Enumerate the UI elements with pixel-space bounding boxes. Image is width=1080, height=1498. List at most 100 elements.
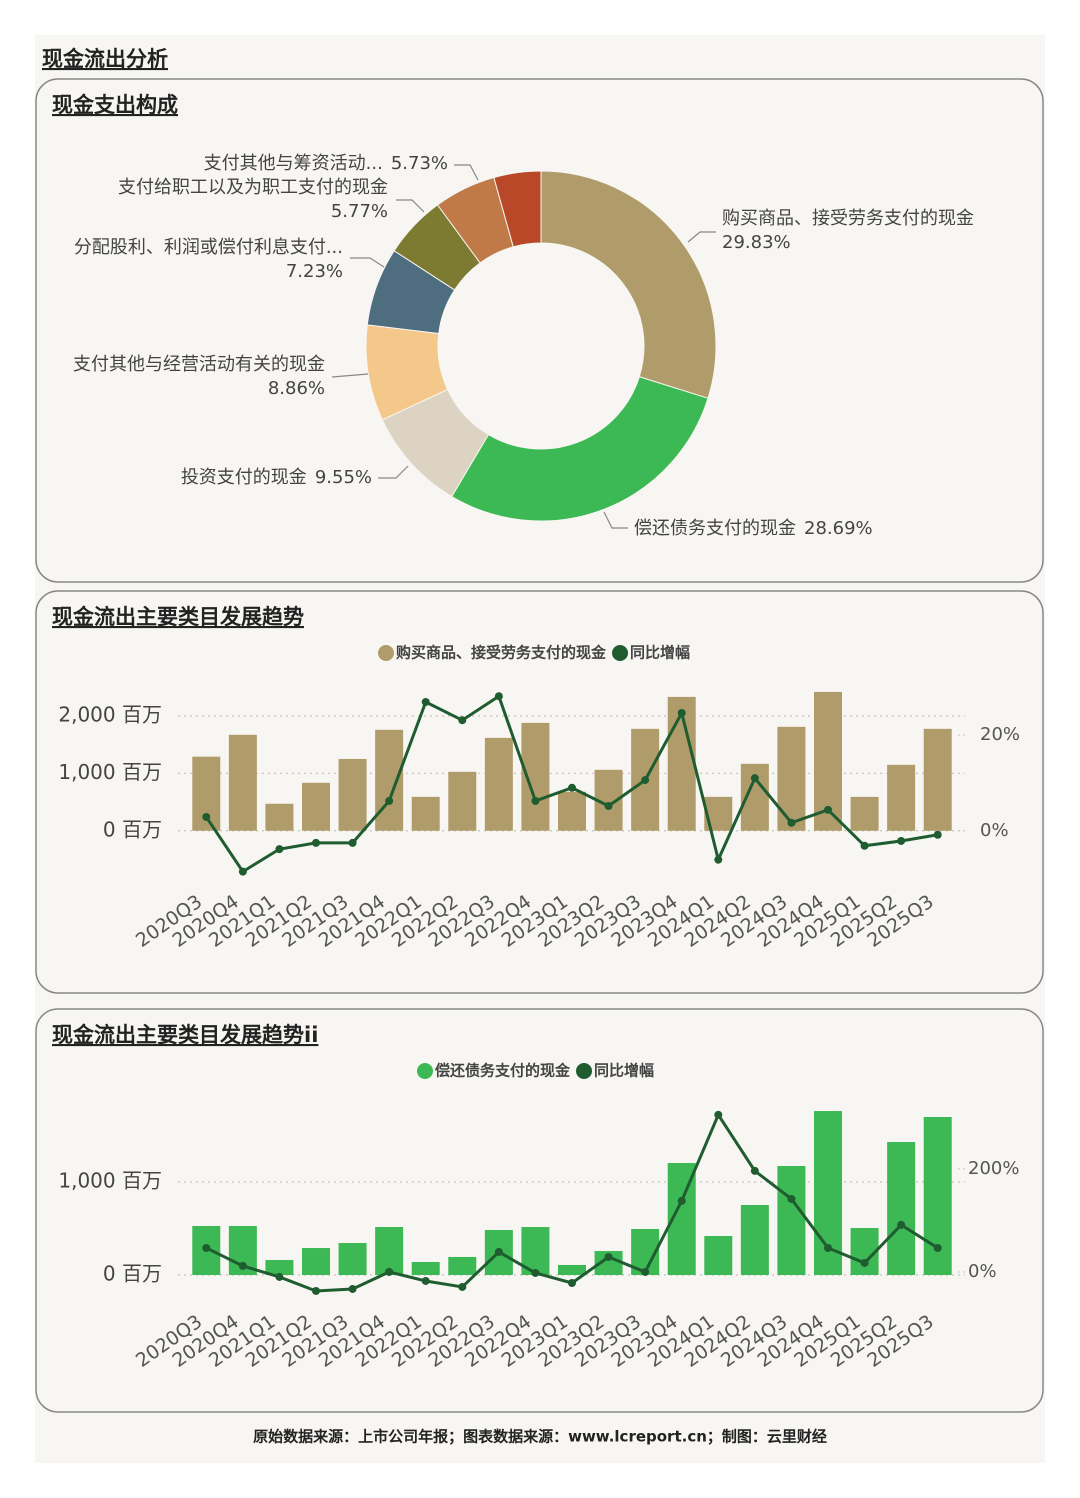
y2-tick-label: 20%: [980, 724, 1020, 745]
legend-label: 偿还债务支付的现金: [435, 1062, 571, 1080]
line-point: [604, 801, 613, 810]
y-tick-label: 1,000 百万: [58, 1169, 162, 1193]
value-label: 8.86%: [268, 378, 325, 399]
line-point: [348, 838, 357, 847]
panel: [35, 590, 1044, 994]
line-point: [824, 805, 832, 814]
line-point: [458, 1282, 467, 1291]
bar: [777, 1166, 806, 1276]
line-point: [494, 1247, 503, 1256]
pie-label: 投资支付的现金 9.55%: [181, 467, 372, 488]
bar: [887, 1142, 916, 1276]
y2-tick-label: 200%: [968, 1158, 1019, 1179]
line-point: [312, 1286, 320, 1295]
bar: [448, 771, 477, 831]
line-point: [714, 855, 723, 864]
bar: [777, 726, 806, 831]
bar: [887, 764, 916, 831]
line-point: [897, 1220, 906, 1229]
line-point: [238, 1261, 247, 1270]
legend-marker: [417, 1063, 433, 1079]
line-point: [568, 1278, 576, 1287]
value-label: 5.77%: [331, 201, 388, 222]
bar: [704, 1236, 733, 1276]
line-point: [531, 1268, 540, 1277]
bar: [265, 803, 294, 831]
bar: [228, 734, 257, 831]
leader-line: [603, 511, 628, 529]
bar: [594, 1251, 623, 1276]
pie-slice: [451, 376, 709, 522]
y-tick-label: 0 百万: [103, 1262, 162, 1286]
value-label: 5.73%: [391, 153, 448, 174]
line-point: [714, 1110, 723, 1119]
bar: [338, 1243, 367, 1276]
line-point: [494, 692, 503, 701]
bar: [484, 737, 513, 831]
legend-marker: [576, 1063, 593, 1079]
pie-slice: [540, 170, 717, 399]
line-point: [275, 845, 284, 854]
leader-line: [378, 465, 409, 479]
category-label: 支付给职工以及为职工支付的现金: [118, 177, 388, 198]
line-point: [421, 1276, 430, 1285]
panel: [35, 78, 1044, 583]
legend-label: 同比增幅: [594, 1062, 654, 1080]
y-tick-label: 2,000 百万: [58, 702, 162, 726]
page-title: 现金流出分析: [42, 47, 168, 71]
line-point: [458, 716, 467, 725]
bar: [923, 728, 952, 831]
category-label: 偿还债务支付的现金: [634, 518, 796, 539]
value-label: 28.69%: [804, 518, 873, 539]
y-tick-label: 1,000 百万: [58, 760, 162, 784]
legend-marker: [612, 645, 629, 661]
line-point: [202, 1243, 211, 1252]
bar: [558, 791, 586, 831]
leader-line: [350, 257, 385, 268]
bar: [302, 782, 330, 831]
line-point: [750, 774, 759, 783]
panel: [35, 1008, 1044, 1413]
line-point: [202, 813, 211, 822]
chart-title: 现金流出主要类目发展趋势ii: [52, 1023, 318, 1047]
legend-label: 同比增幅: [630, 644, 690, 662]
category-label: 购买商品、接受劳务支付的现金: [722, 208, 974, 229]
pie-slice: [493, 170, 542, 248]
bar: [265, 1260, 294, 1276]
line-point: [238, 867, 247, 876]
line-point: [385, 1267, 394, 1276]
line-point: [348, 1284, 357, 1293]
line-point: [677, 709, 686, 718]
y2-tick-label: 0%: [968, 1261, 997, 1282]
bar: [448, 1256, 477, 1276]
line-point: [275, 1272, 284, 1281]
leader-line: [454, 164, 479, 181]
bar: [850, 796, 879, 831]
category-label: 支付其他与筹资活动...: [204, 153, 383, 174]
category-label: 分配股利、利润或偿付利息支付...: [74, 237, 343, 258]
line-point: [897, 836, 906, 845]
chart-title: 现金流出主要类目发展趋势: [52, 605, 304, 629]
legend-marker: [378, 645, 394, 661]
bar: [375, 1227, 404, 1276]
y-tick-label: 0 百万: [103, 817, 162, 841]
leader-line: [687, 231, 716, 243]
pie-label: 偿还债务支付的现金 28.69%: [634, 518, 873, 539]
line-point: [604, 1252, 613, 1261]
bar: [558, 1264, 586, 1276]
bar: [740, 1204, 769, 1276]
line-point: [787, 818, 796, 827]
bar: [338, 758, 367, 831]
line-point: [750, 1166, 759, 1175]
line-point: [824, 1243, 832, 1252]
legend-label: 购买商品、接受劳务支付的现金: [396, 644, 607, 662]
category-label: 支付其他与经营活动有关的现金: [73, 354, 325, 375]
leader-line: [331, 373, 369, 378]
line-point: [641, 776, 650, 785]
bar: [302, 1248, 330, 1276]
line-point: [421, 697, 430, 706]
footer: 原始数据来源：上市公司年报；图表数据来源：www.lcreport.cn；制图：…: [253, 1428, 827, 1446]
line-point: [933, 1243, 942, 1252]
line-point: [860, 841, 869, 850]
